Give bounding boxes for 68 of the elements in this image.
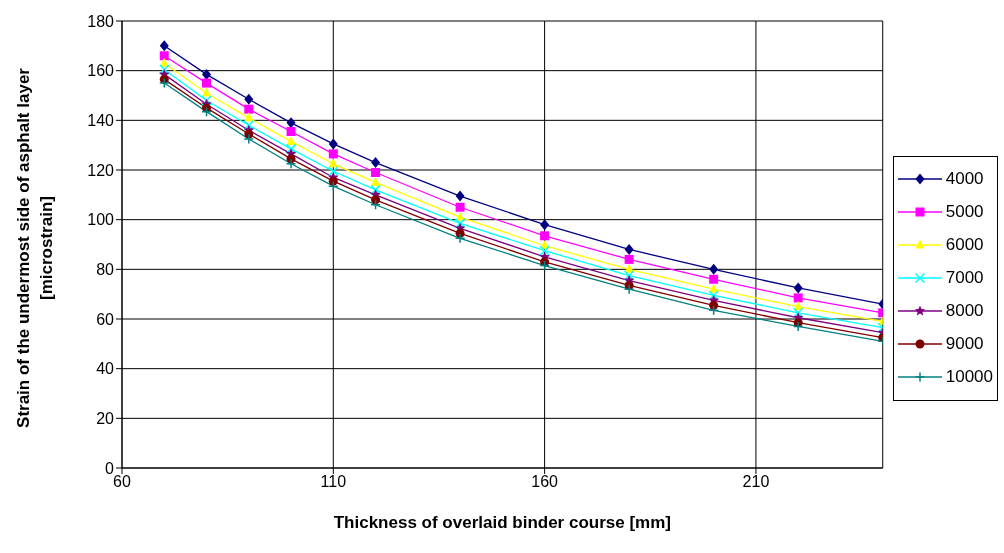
point bbox=[371, 195, 381, 205]
point bbox=[202, 87, 212, 97]
point bbox=[286, 135, 296, 145]
point bbox=[328, 149, 338, 159]
point bbox=[540, 219, 550, 231]
legend-label: 8000 bbox=[945, 301, 984, 321]
point bbox=[244, 104, 254, 114]
legend-label: 9000 bbox=[945, 334, 984, 354]
point bbox=[709, 263, 719, 275]
legend-label: 6000 bbox=[945, 235, 984, 255]
point bbox=[792, 307, 804, 319]
point bbox=[454, 233, 466, 244]
point bbox=[624, 243, 634, 255]
y-tick-label: 0 bbox=[105, 459, 115, 477]
point bbox=[793, 282, 803, 294]
point bbox=[540, 231, 550, 241]
point bbox=[243, 133, 255, 145]
point bbox=[371, 157, 381, 169]
point bbox=[159, 51, 169, 61]
x-tick-label: 110 bbox=[320, 473, 347, 491]
y-axis-title: Strain of the undermost side of asphalt layer [microstrain] bbox=[13, 67, 57, 430]
point bbox=[328, 138, 338, 150]
point bbox=[159, 40, 169, 52]
point bbox=[159, 77, 170, 89]
legend-label: 10000 bbox=[945, 367, 993, 387]
point bbox=[202, 78, 212, 88]
y-tick-label: 160 bbox=[87, 62, 115, 80]
point bbox=[328, 180, 339, 192]
point bbox=[243, 120, 255, 131]
point bbox=[159, 64, 170, 75]
y-tick-label: 120 bbox=[87, 161, 115, 179]
point bbox=[709, 274, 719, 284]
point bbox=[371, 167, 381, 177]
point bbox=[455, 190, 465, 202]
point bbox=[454, 218, 466, 229]
point bbox=[328, 176, 338, 186]
point bbox=[709, 300, 719, 310]
point bbox=[286, 127, 296, 137]
point bbox=[244, 93, 254, 105]
x-tick-label: 60 bbox=[113, 473, 131, 491]
y-tick-label: 80 bbox=[96, 261, 115, 279]
point bbox=[539, 245, 550, 256]
y-tick-label: 140 bbox=[87, 112, 115, 130]
legend-label: 7000 bbox=[945, 268, 984, 288]
point bbox=[370, 199, 381, 211]
y-tick-label: 60 bbox=[96, 310, 115, 328]
y-tick-label: 20 bbox=[96, 410, 115, 428]
x-axis-title: Thickness of overlaid binder course [mm] bbox=[333, 513, 671, 532]
point bbox=[623, 270, 635, 281]
legend-label: 4000 bbox=[945, 169, 984, 189]
point bbox=[202, 68, 212, 80]
point bbox=[371, 176, 381, 186]
y-tick-label: 40 bbox=[96, 360, 115, 378]
x-tick-label: 160 bbox=[531, 473, 559, 491]
point bbox=[793, 293, 803, 303]
point bbox=[623, 283, 635, 295]
point bbox=[285, 158, 297, 170]
y-tick-label: 180 bbox=[87, 12, 115, 30]
point bbox=[792, 321, 804, 332]
point bbox=[328, 165, 339, 177]
y-tick-label: 100 bbox=[87, 211, 115, 229]
point bbox=[370, 184, 381, 196]
legend-label: 5000 bbox=[945, 202, 984, 222]
point bbox=[455, 202, 465, 212]
point bbox=[624, 254, 634, 264]
point bbox=[708, 290, 719, 301]
point bbox=[285, 143, 297, 155]
x-tick-label: 210 bbox=[742, 473, 770, 491]
